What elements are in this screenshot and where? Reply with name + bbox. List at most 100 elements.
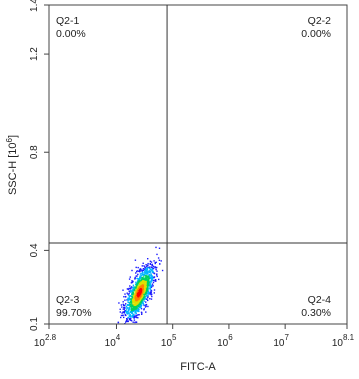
event-dot [128, 278, 131, 280]
event-dot [133, 288, 136, 290]
event-dot [130, 302, 132, 304]
event-dot [138, 292, 141, 294]
quadrant-q2-4-label: Q2-4 [308, 294, 332, 306]
x-tick-base: 10 [105, 338, 117, 349]
event-dot [151, 277, 154, 279]
event-dot [145, 291, 147, 294]
event-dot [138, 306, 140, 309]
event-dot [131, 315, 134, 317]
event-dot [140, 274, 142, 276]
event-dot [146, 273, 148, 275]
event-dot [142, 282, 145, 285]
event-dot [153, 260, 155, 262]
event-dot [148, 270, 151, 273]
event-dot [140, 269, 142, 271]
event-dot [142, 268, 145, 270]
event-dot [129, 311, 132, 313]
event-dot [129, 276, 131, 278]
event-dot [144, 274, 146, 276]
event-dot [146, 268, 149, 270]
event-dot [133, 319, 136, 321]
event-dot [124, 296, 127, 298]
event-dot [128, 294, 130, 297]
event-dot [150, 286, 152, 288]
event-dot [126, 318, 128, 321]
event-dot [134, 286, 136, 288]
event-dot [130, 316, 132, 318]
event-dot [149, 262, 151, 265]
event-dot [131, 293, 133, 295]
event-dot [128, 312, 130, 314]
event-dot [138, 314, 140, 316]
event-dot [134, 293, 136, 295]
event-dot [128, 304, 130, 306]
event-dot [146, 285, 149, 288]
event-dot [141, 294, 143, 297]
event-dot [126, 292, 128, 294]
event-dot [129, 307, 131, 309]
event-dot [129, 291, 132, 293]
event-dot [147, 296, 149, 299]
event-dot [127, 320, 129, 322]
event-dot [135, 266, 137, 269]
event-dot [148, 274, 150, 276]
event-dot [123, 312, 125, 314]
event-dot [142, 276, 145, 278]
event-dot [145, 268, 147, 270]
event-dot [139, 268, 142, 270]
event-dot [125, 303, 127, 305]
event-dot [135, 312, 137, 314]
event-dot [161, 269, 164, 272]
event-dot [149, 288, 152, 290]
event-dot [147, 273, 149, 275]
event-dot [152, 265, 155, 267]
event-dot [117, 321, 120, 324]
event-dot [150, 274, 152, 277]
event-dot [157, 257, 160, 259]
x-tick-base: 10 [161, 338, 173, 349]
event-dot [125, 310, 127, 313]
event-dot [129, 315, 131, 317]
event-dot [143, 300, 145, 302]
event-dot [123, 308, 125, 310]
event-dot [143, 287, 145, 289]
event-dot [159, 263, 161, 265]
event-dot [126, 307, 129, 309]
event-dot [135, 303, 137, 305]
event-dot [120, 314, 123, 317]
event-dot [133, 315, 136, 317]
event-dot [153, 272, 155, 274]
event-dot [150, 298, 153, 300]
event-dot [151, 266, 153, 268]
event-dot [132, 309, 134, 311]
event-dot [127, 308, 130, 310]
event-dot [136, 307, 139, 309]
event-dot [124, 299, 126, 301]
event-dot [143, 282, 145, 284]
event-dot [149, 293, 151, 295]
event-dot [135, 321, 137, 323]
event-dot [121, 306, 123, 308]
event-dot [143, 303, 145, 306]
event-dot [137, 278, 139, 280]
event-dot [139, 273, 142, 275]
event-dot [142, 299, 144, 301]
event-dot [149, 260, 152, 262]
event-dot [147, 281, 149, 283]
event-dot [127, 316, 129, 319]
event-dot [144, 306, 147, 308]
event-dot [131, 286, 133, 288]
event-dot [127, 312, 129, 315]
x-tick-label: 106 [217, 333, 233, 349]
event-dot [131, 280, 133, 282]
y-axis-title-end: ] [7, 135, 19, 138]
event-dot [149, 287, 151, 289]
y-axis-title-main: SSC-H [10 [7, 142, 19, 195]
event-dot [142, 262, 144, 264]
event-dot [135, 309, 137, 311]
event-dot [133, 314, 135, 316]
event-dot [126, 288, 129, 290]
quadrant-q2-3-percent: 99.70% [56, 307, 92, 319]
x-tick-exponent: 6 [228, 333, 233, 342]
